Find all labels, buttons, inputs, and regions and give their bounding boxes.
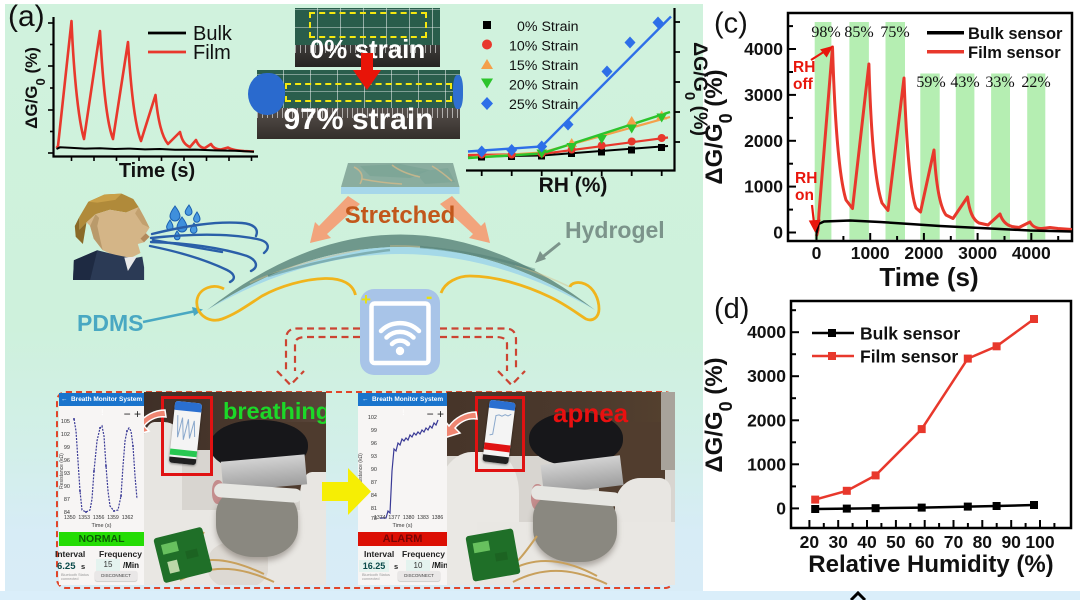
svg-text:1000: 1000 <box>851 243 890 263</box>
svg-text:43%: 43% <box>950 74 979 91</box>
svg-text:100: 100 <box>1025 532 1054 552</box>
svg-text:2000: 2000 <box>744 131 783 151</box>
svg-text:Time (s): Time (s) <box>119 160 195 182</box>
svg-text:RH (%): RH (%) <box>539 174 608 197</box>
svg-text:2000: 2000 <box>747 410 786 430</box>
svg-text:40: 40 <box>857 532 877 552</box>
svg-text:87: 87 <box>371 480 377 486</box>
svg-text:Time (s): Time (s) <box>879 262 978 292</box>
svg-text:93: 93 <box>371 454 377 460</box>
svg-text:81: 81 <box>371 506 377 512</box>
svg-text:25% Strain: 25% Strain <box>509 97 578 113</box>
svg-text:99: 99 <box>64 445 70 451</box>
svg-text:RH: RH <box>793 59 815 76</box>
svg-text:90: 90 <box>64 484 70 490</box>
svg-text:4000: 4000 <box>744 39 783 59</box>
svg-text:98%: 98% <box>811 24 840 41</box>
svg-text:30: 30 <box>828 532 848 552</box>
svg-text:-: - <box>426 287 432 308</box>
svg-text:off: off <box>793 76 814 93</box>
svg-text:4000: 4000 <box>747 322 786 342</box>
svg-text:2000: 2000 <box>904 243 943 263</box>
svg-text:Film sensor: Film sensor <box>968 44 1061 62</box>
svg-text:Bulk sensor: Bulk sensor <box>860 324 960 344</box>
svg-text:(d): (d) <box>714 293 749 325</box>
svg-text:3000: 3000 <box>744 85 783 105</box>
svg-text:Film sensor: Film sensor <box>860 347 958 367</box>
svg-text:93: 93 <box>64 471 70 477</box>
svg-text:105: 105 <box>61 419 70 425</box>
svg-text:3000: 3000 <box>747 366 786 386</box>
svg-text:22%: 22% <box>1021 74 1050 91</box>
svg-text:102: 102 <box>61 432 70 438</box>
svg-text:96: 96 <box>64 458 70 464</box>
svg-text:102: 102 <box>368 415 377 421</box>
svg-text:99: 99 <box>371 428 377 434</box>
svg-text:96: 96 <box>371 441 377 447</box>
svg-text:84: 84 <box>64 510 70 516</box>
svg-text:60: 60 <box>915 532 935 552</box>
svg-text:Bulk: Bulk <box>193 23 233 45</box>
svg-text:Resistance (kΩ): Resistance (kΩ) <box>358 453 364 489</box>
svg-text:Stretched: Stretched <box>345 202 456 229</box>
svg-text:80: 80 <box>973 532 993 552</box>
svg-text:PDMS: PDMS <box>77 310 143 336</box>
svg-text:ΔG/G0 (%): ΔG/G0 (%) <box>22 47 48 129</box>
svg-text:90: 90 <box>371 467 377 473</box>
svg-text:Relative Humidity (%): Relative Humidity (%) <box>808 551 1053 578</box>
svg-text:20: 20 <box>800 532 820 552</box>
svg-text:20% Strain: 20% Strain <box>509 78 578 94</box>
svg-text:0% Strain: 0% Strain <box>517 19 579 35</box>
svg-text:on: on <box>795 187 814 204</box>
svg-text:33%: 33% <box>985 74 1014 91</box>
svg-text:70: 70 <box>944 532 964 552</box>
svg-text:85%: 85% <box>844 24 873 41</box>
svg-text:Hydrogel: Hydrogel <box>565 217 665 243</box>
svg-text:Resistance (kΩ): Resistance (kΩ) <box>59 453 65 489</box>
svg-text:78: 78 <box>371 516 377 522</box>
svg-text:0: 0 <box>773 223 783 243</box>
svg-text:84: 84 <box>371 493 377 499</box>
svg-text:4000: 4000 <box>1012 243 1051 263</box>
svg-text:1000: 1000 <box>744 177 783 197</box>
svg-text:59%: 59% <box>916 74 945 91</box>
svg-text:+: + <box>361 290 371 309</box>
svg-text:RH: RH <box>795 170 817 187</box>
svg-text:Film: Film <box>193 42 231 64</box>
svg-text:90: 90 <box>1001 532 1021 552</box>
svg-text:3000: 3000 <box>958 243 997 263</box>
svg-text:ΔG/G0 (%): ΔG/G0 (%) <box>701 357 736 472</box>
svg-text:15% Strain: 15% Strain <box>509 58 578 74</box>
svg-text:Bulk sensor: Bulk sensor <box>968 25 1063 43</box>
svg-text:ΔG/G0 (%): ΔG/G0 (%) <box>701 69 736 184</box>
svg-text:50: 50 <box>886 532 906 552</box>
svg-text:0: 0 <box>776 498 786 518</box>
svg-text:1000: 1000 <box>747 454 786 474</box>
svg-text:87: 87 <box>64 497 70 503</box>
svg-text:(c): (c) <box>714 8 748 40</box>
svg-text:10% Strain: 10% Strain <box>509 39 578 55</box>
svg-text:0: 0 <box>812 243 822 263</box>
svg-text:75%: 75% <box>880 24 909 41</box>
